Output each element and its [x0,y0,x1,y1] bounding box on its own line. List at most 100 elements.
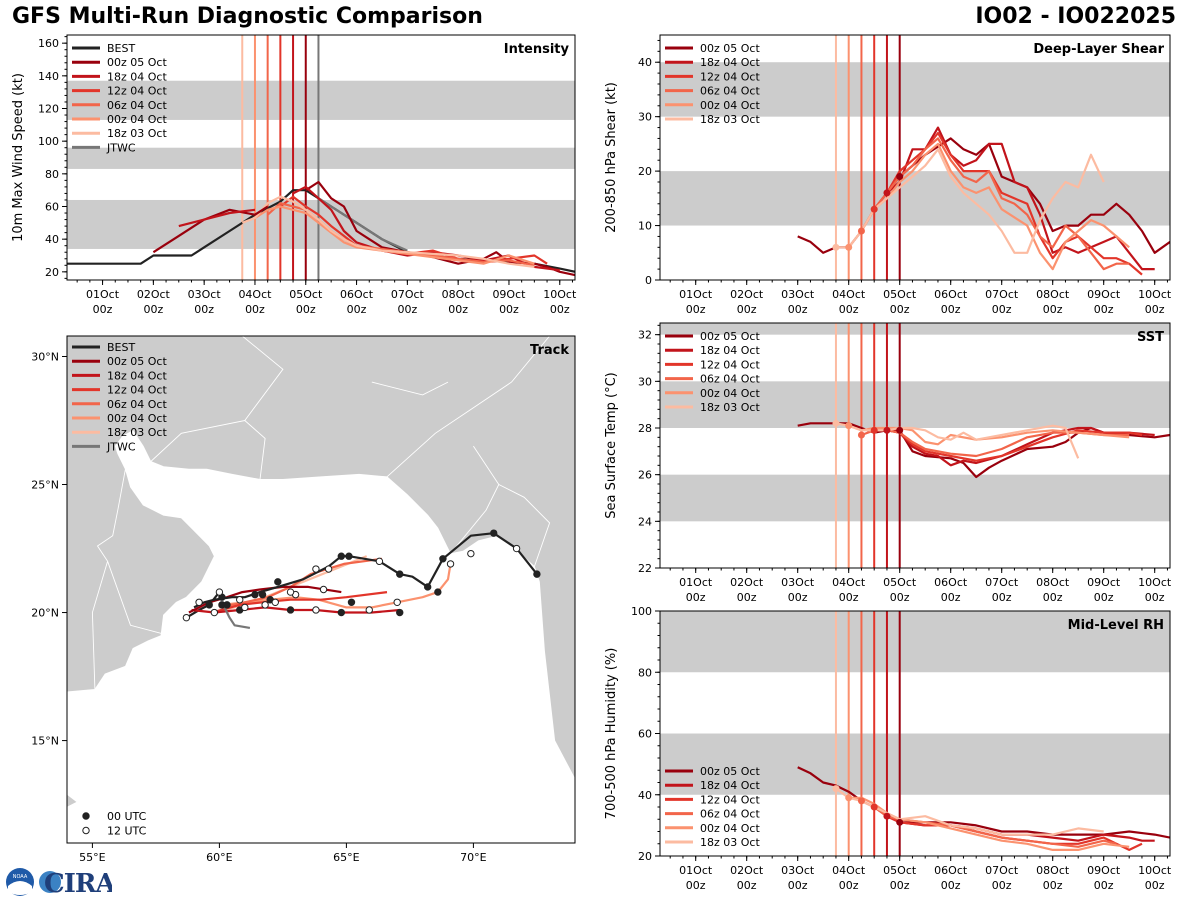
track-marker-00utc [258,590,267,599]
intensity-ylabel: 10m Max Wind Speed (kt) [11,73,26,242]
sst-xtick-day: 03Oct [781,576,815,589]
intensity-series-line [254,205,535,265]
track-panel-title: Track [530,343,569,358]
intensity-xtick-hour: 00z [550,303,570,316]
noaa-seal-wave [8,881,32,895]
intensity-legend-label: 00z 04 Oct [107,113,167,126]
intensity-xtick-hour: 00z [296,303,316,316]
shear-xtick-day: 02Oct [730,288,764,301]
track-marker-legend-symbol [82,812,90,820]
sst-xtick-day: 01Oct [679,576,713,589]
sst-series-line [848,424,1130,446]
track-marker-00utc [337,608,346,617]
sst-legend-label: 12z 04 Oct [700,358,760,371]
sst-legend-label: 00z 05 Oct [700,330,760,343]
rh-xtick-hour: 00z [1094,879,1114,892]
shear-init-marker [883,189,891,197]
intensity-xtick-hour: 00z [194,303,214,316]
shear-xtick-day: 10Oct [1138,288,1172,301]
sst-legend-label: 00z 04 Oct [700,387,760,400]
rh-xtick-day: 09Oct [1087,864,1121,877]
rh-xtick-day: 10Oct [1138,864,1172,877]
intensity-xtick-day: 01Oct [86,288,120,301]
sst-series-line [797,422,1170,479]
sst-legend-label: 18z 03 Oct [700,401,760,414]
track-frame [66,335,576,844]
rh-xtick-hour: 00z [788,879,808,892]
intensity-xtick-day: 09Oct [492,288,526,301]
track-marker-00utc [490,529,498,537]
sst-init-marker [832,419,840,427]
intensity-xtick-day: 02Oct [137,288,171,301]
shear-xtick-day: 01Oct [679,288,713,301]
shear-xtick-hour: 00z [737,303,757,316]
country-border [96,469,126,562]
track-marker-12utc [286,588,295,596]
track-marker-00utc [439,555,447,563]
intensity-series-line [152,205,269,254]
track-marker-12utc [319,585,328,594]
intensity-ytick-label: 20 [45,266,59,279]
track-marker-00utc [223,601,231,609]
sst-ytick-label: 24 [638,515,652,528]
intensity-ytick-label: 120 [38,103,59,116]
track-marker-12utc [261,601,269,609]
intensity-xtick-day: 06Oct [340,288,374,301]
intensity-xtick-day: 03Oct [188,288,222,301]
sst-xtick-hour: 00z [737,591,757,604]
sst-xtick-day: 09Oct [1087,576,1121,589]
sst-panel-title: SST [1137,330,1164,345]
track-marker-legend-symbol [82,826,90,835]
track-marker-00utc [434,588,442,596]
shear-ytick-label: 10 [638,220,652,233]
intensity-xtick-hour: 00z [245,303,265,316]
track-legend-label: 00z 04 Oct [107,412,167,425]
shear-xtick-hour: 00z [686,303,706,316]
shear-xtick-hour: 00z [992,303,1012,316]
storm-track-line [211,591,388,614]
shear-xtick-day: 09Oct [1087,288,1121,301]
intensity-xtick-hour: 00z [93,303,113,316]
rh-init-marker [857,797,865,805]
shear-legend-label: 18z 04 Oct [700,56,760,69]
rh-init-marker [883,812,891,820]
sst-xtick-day: 04Oct [832,576,866,589]
intensity-plot-area [67,35,575,280]
rh-init-marker [832,785,840,793]
sst-ytick-label: 32 [638,329,652,342]
shear-plot-area [660,35,1170,280]
sst-band [660,323,1170,335]
shear-xtick-hour: 00z [890,303,910,316]
track-map-area [67,336,575,843]
sst-xtick-hour: 00z [1094,591,1114,604]
panel-track: 55°E 60°E 65°E 70°E 15°N 20°N 25°N 30°N Track BES… [31,335,576,864]
intensity-xtick-hour: 00z [448,303,468,316]
track-legend-label: 06z 04 Oct [107,398,167,411]
intensity-series-line [292,185,560,272]
intensity-series-line [241,195,535,268]
sst-init-marker [883,426,891,434]
shear-xtick-hour: 00z [1094,303,1114,316]
sst-init-marker [896,426,904,434]
country-border [91,561,109,690]
track-marker-12utc [375,557,384,566]
sst-legend-label: 18z 04 Oct [700,344,760,357]
sst-xtick-hour: 00z [941,591,961,604]
storm-track-line [185,591,221,619]
intensity-legend-label: 00z 05 Oct [107,56,167,69]
shear-init-marker [870,205,878,213]
rh-xtick-hour: 00z [1043,879,1063,892]
rh-ytick-label: 60 [638,728,652,741]
shear-init-marker [896,173,904,181]
rh-legend-label: 18z 03 Oct [700,836,760,849]
cira-globe-icon [39,871,61,893]
intensity-ytick-label: 100 [38,135,59,148]
sst-xtick-hour: 00z [1043,591,1063,604]
shear-init-marker [857,227,865,235]
shear-series-line [873,131,1143,276]
rh-xtick-hour: 00z [992,879,1012,892]
track-legend-label: 12z 04 Oct [107,384,167,397]
intensity-band [67,80,575,120]
rh-ytick-label: 20 [638,850,652,863]
